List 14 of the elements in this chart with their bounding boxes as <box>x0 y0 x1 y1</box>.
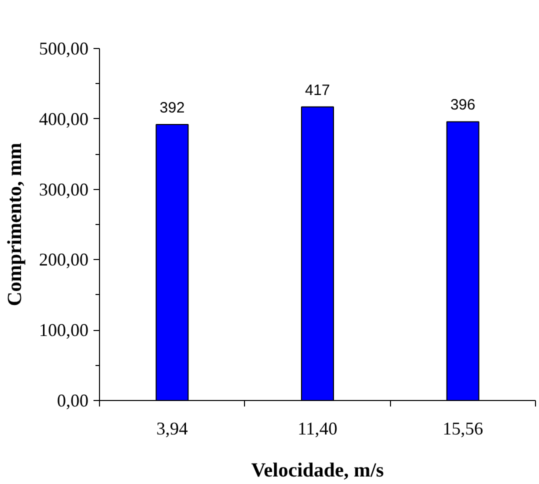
y-axis-title: Comprimento, mm <box>4 142 26 306</box>
x-tick-label: 11,40 <box>298 418 338 438</box>
y-tick-label: 400,00 <box>39 108 88 129</box>
x-axis-title: Velocidade, m/s <box>251 460 384 482</box>
data-label: 396 <box>450 96 476 114</box>
y-tick-label: 200,00 <box>39 250 88 270</box>
y-tick-label: 100,00 <box>39 320 88 340</box>
data-label: 392 <box>160 100 185 117</box>
y-tick-label: 300,00 <box>39 179 88 200</box>
y-tick-label: 0,00 <box>57 390 88 410</box>
y-tick-label: 500,00 <box>39 38 88 58</box>
x-tick-label: 3,94 <box>156 418 188 438</box>
x-tick-label: 15,56 <box>442 418 484 438</box>
data-label: 417 <box>304 82 330 99</box>
